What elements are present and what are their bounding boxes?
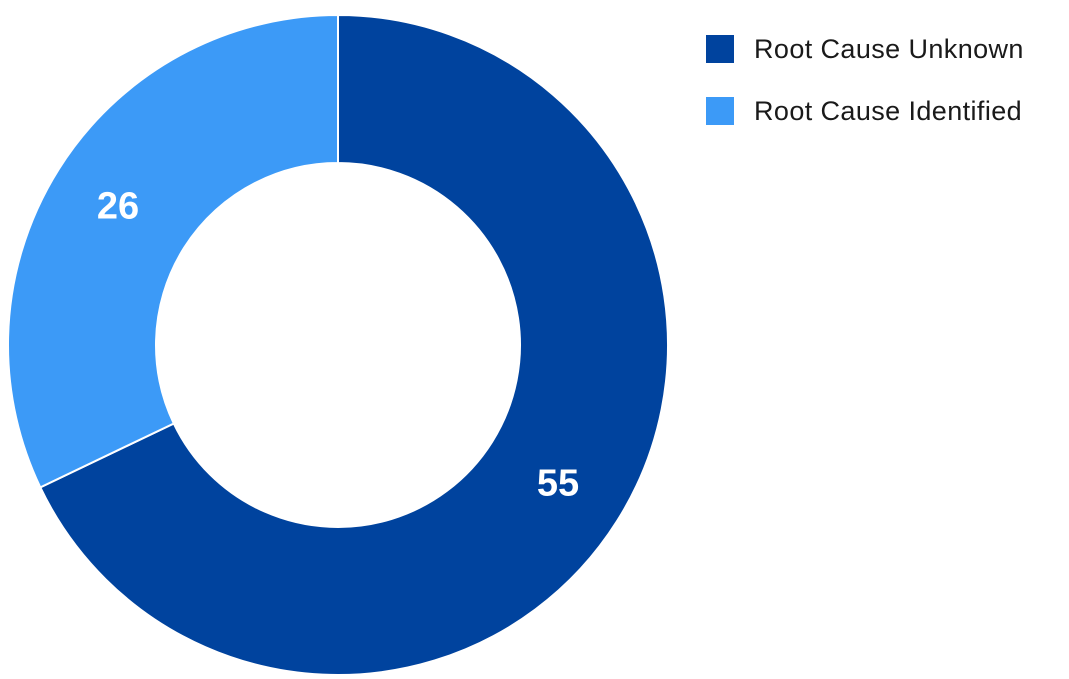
legend-item-root-cause-identified: Root Cause Identified [706, 92, 1024, 130]
legend-swatch-root-cause-identified [706, 97, 734, 125]
legend-label-root-cause-unknown: Root Cause Unknown [754, 33, 1024, 64]
data-label-root-cause-identified: 26 [97, 185, 139, 227]
legend-swatch-root-cause-unknown [706, 35, 734, 63]
data-label-root-cause-unknown: 55 [537, 463, 579, 505]
legend-item-root-cause-unknown: Root Cause Unknown [706, 30, 1024, 68]
chart-legend: Root Cause Unknown Root Cause Identified [706, 30, 1024, 154]
legend-label-root-cause-identified: Root Cause Identified [754, 95, 1023, 126]
slice-root-cause-unknown [38, 13, 669, 676]
slice-root-cause-identified [7, 13, 339, 489]
